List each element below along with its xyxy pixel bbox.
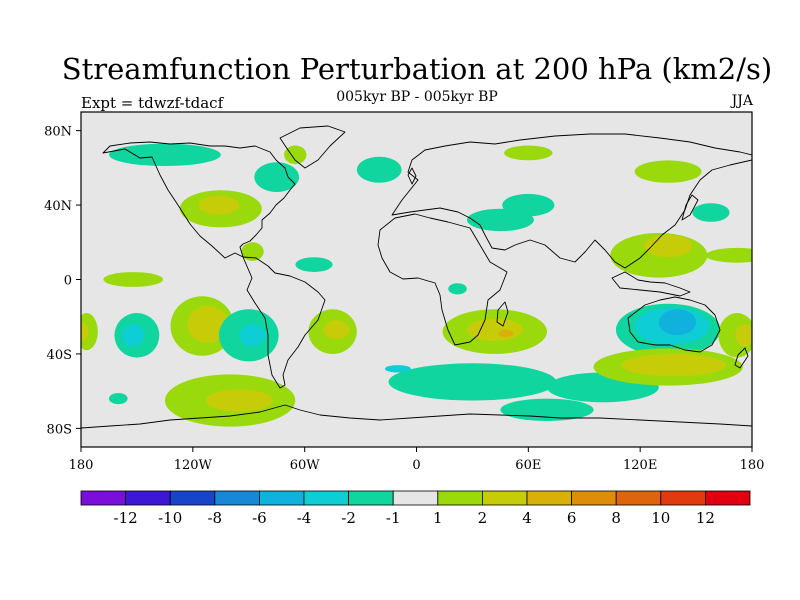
colorbar-label: 1: [433, 509, 443, 527]
coastlines: [81, 125, 752, 429]
colorbar-label: 4: [522, 509, 532, 527]
coast-antarctica: [81, 404, 752, 429]
x-tick-label: 60E: [515, 458, 541, 473]
colorbar-label: -10: [158, 509, 182, 527]
colorbar-swatch: [615, 490, 662, 506]
colorbar-swatch: [125, 490, 171, 506]
colorbar-swatch: [437, 490, 483, 506]
colorbar-label: 6: [567, 509, 577, 527]
map-title: Streamfunction Perturbation at 200 hPa (…: [61, 52, 773, 86]
x-tick-label: 180: [69, 458, 94, 473]
colorbar-label: -6: [252, 509, 267, 527]
coast-greenland: [279, 125, 346, 169]
region-s-pacific-neg-core: [122, 324, 145, 347]
y-tick-label: 40N: [44, 199, 72, 214]
region-s-indian-core: [621, 353, 726, 377]
coast-japan: [681, 194, 699, 221]
region-nw-pacific-pos: [705, 247, 752, 263]
coast-north-america: [102, 141, 296, 259]
colorbar-swatch: [526, 490, 572, 506]
colorbar-label: 8: [611, 509, 621, 527]
colorbar-swatch: [660, 490, 706, 506]
region-trop-atl-neg: [295, 257, 333, 272]
region-africa-neg: [448, 283, 467, 295]
coast-south-america: [242, 256, 326, 389]
season-label: JJA: [731, 93, 753, 109]
region-sp-pos-core: [187, 305, 229, 343]
coast-australia: [627, 296, 721, 353]
coast-indonesia: [611, 271, 691, 297]
colorbar-label: 12: [696, 509, 715, 527]
y-tick-label: 80S: [47, 422, 72, 437]
colorbar-swatch: [348, 490, 394, 506]
shaded-regions: [81, 143, 752, 427]
x-tick-label: 120W: [174, 458, 213, 473]
coast-new-zealand: [734, 347, 749, 369]
region-wrap-core: [81, 322, 89, 341]
region-canada-neg: [254, 162, 300, 193]
region-australia-neg-core: [658, 309, 697, 336]
colorbar-label: -8: [207, 509, 222, 527]
y-axis: 80N 40N 0 40S 80S: [44, 125, 81, 437]
colorbar-swatch: [258, 490, 305, 506]
region-russia-pos: [504, 145, 553, 161]
colorbar-label: -2: [341, 509, 356, 527]
colorbar-swatch: [169, 490, 216, 506]
colorbar-label: 2: [478, 509, 488, 527]
colorbar-swatch: [481, 490, 528, 506]
x-tick-label: 180: [740, 458, 765, 473]
region-us-west-core: [198, 195, 240, 215]
region-southern-ocean-neg: [388, 363, 557, 401]
coast-africa: [377, 213, 508, 346]
region-asia-neg: [502, 193, 555, 217]
colorbar: -12 -10 -8 -6 -4 -2 -1 1 2 4 6 8 10 12: [80, 490, 751, 527]
region-s-atl-core: [323, 320, 350, 340]
colorbar-swatch: [80, 490, 126, 506]
y-tick-label: 40S: [47, 348, 72, 363]
map-subtitle: 005kyr BP - 005kyr BP: [336, 89, 498, 105]
y-tick-label: 80N: [44, 125, 72, 140]
colorbar-label: -1: [386, 509, 401, 527]
x-tick-label: 0: [412, 458, 420, 473]
colorbar-label: 10: [651, 509, 670, 527]
region-chile-neg-core: [239, 324, 266, 347]
region-so-neg-core: [384, 365, 411, 373]
region-sw-pacific-neg: [109, 393, 128, 405]
x-tick-label: 60W: [290, 458, 321, 473]
colorbar-swatch: [571, 490, 617, 506]
region-wrap-pos: [81, 313, 98, 351]
region-n-atlantic-neg: [356, 156, 402, 183]
x-axis: 180 120W 60W 0 60E 120E 180: [69, 447, 765, 473]
experiment-label: Expt = tdwzf-tdacf: [81, 94, 224, 112]
region-se-asia-core: [643, 234, 693, 258]
region-pacific-n-neg: [692, 203, 730, 222]
region-arctic-alaska-neg: [108, 143, 221, 166]
region-s-africa-core2: [498, 329, 514, 338]
coast-britain: [407, 167, 417, 185]
region-caribbean-pos: [241, 242, 264, 261]
region-pacific-ne-pos: [634, 160, 702, 183]
region-nz-core: [735, 324, 752, 347]
colorbar-label: -4: [297, 509, 312, 527]
colorbar-swatch: [303, 490, 349, 506]
x-tick-label: 120E: [623, 458, 657, 473]
region-greenland-pos: [284, 145, 307, 165]
colorbar-swatch: [214, 490, 260, 506]
coast-madagascar: [496, 301, 509, 327]
region-trop-pac-pos: [103, 272, 163, 287]
region-se-pacific-core: [205, 389, 273, 412]
colorbar-swatch: [392, 490, 439, 506]
colorbar-label: -12: [114, 509, 138, 527]
colorbar-swatch: [705, 490, 751, 506]
y-tick-label: 0: [64, 274, 72, 289]
